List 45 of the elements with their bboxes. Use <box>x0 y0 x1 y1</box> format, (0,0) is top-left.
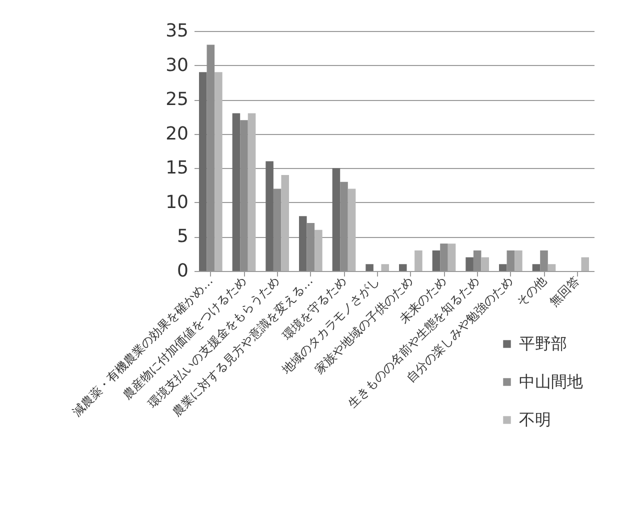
bar <box>506 250 515 271</box>
bar <box>248 113 256 271</box>
legend-label: 不明 <box>519 410 551 429</box>
bar <box>432 250 440 271</box>
bar <box>199 72 207 271</box>
bar <box>232 113 240 271</box>
bar <box>514 250 522 271</box>
bar <box>414 250 422 271</box>
bar <box>540 250 548 271</box>
bar <box>448 244 456 271</box>
y-tick-label: 25 <box>166 89 188 110</box>
y-tick-label: 30 <box>166 54 188 76</box>
bar <box>473 250 482 271</box>
bar <box>214 72 222 271</box>
bar <box>240 120 248 271</box>
bar <box>481 257 489 271</box>
bar <box>399 264 407 271</box>
x-tick-label: その他 <box>514 274 549 309</box>
bar <box>306 223 315 271</box>
y-tick-label: 15 <box>166 158 188 179</box>
bar <box>532 264 540 271</box>
bar <box>348 188 356 271</box>
bar <box>548 264 556 271</box>
bar <box>266 161 274 271</box>
bar <box>340 182 348 271</box>
bar <box>499 264 507 271</box>
y-tick-label: 0 <box>177 260 188 282</box>
bar <box>281 175 289 271</box>
bar <box>299 216 307 271</box>
legend-label: 中山間地 <box>519 372 583 391</box>
bar <box>206 44 215 271</box>
legend-label: 平野部 <box>519 334 567 353</box>
bar <box>332 168 340 271</box>
y-tick-label: 20 <box>166 123 188 144</box>
y-tick-label: 10 <box>166 192 188 213</box>
bar <box>314 230 322 271</box>
bar <box>381 264 389 271</box>
bar <box>466 257 474 271</box>
bar <box>273 188 282 271</box>
y-tick-label: 35 <box>166 20 188 42</box>
bar <box>366 264 374 271</box>
y-tick-label: 5 <box>177 226 188 248</box>
bar <box>440 244 448 271</box>
bar <box>581 257 589 271</box>
x-tick-label: 無回答 <box>546 274 582 309</box>
